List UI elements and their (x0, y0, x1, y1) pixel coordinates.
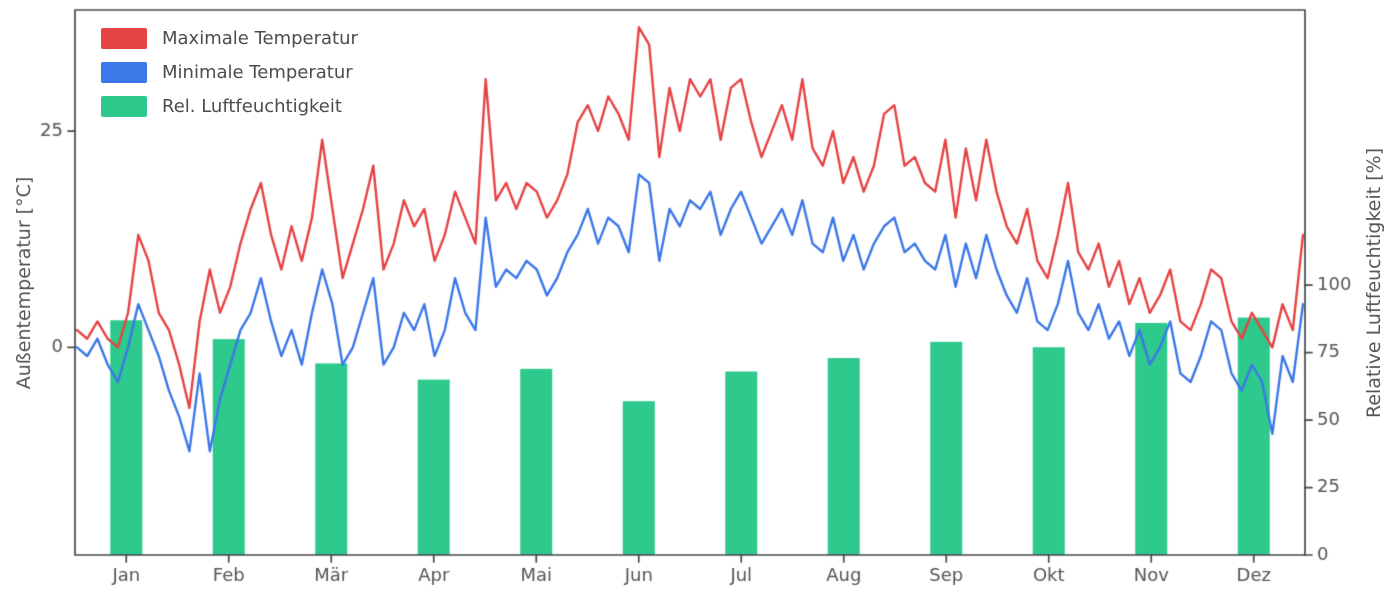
legend: Maximale Temperatur Minimale Temperatur … (95, 24, 364, 121)
humidity-swatch-icon (101, 96, 147, 117)
left-axis-title: Außentemperatur [°C] (13, 176, 35, 390)
legend-item-humidity: Rel. Luftfeuchtigkeit (101, 96, 358, 117)
min-temp-swatch-icon (101, 62, 147, 83)
max-temp-swatch-icon (101, 28, 147, 49)
legend-label-min-temp: Minimale Temperatur (162, 61, 353, 83)
right-axis-title: Relative Luftfeuchtigkeit [%] (1363, 147, 1385, 419)
legend-label-max-temp: Maximale Temperatur (162, 27, 358, 49)
legend-item-min-temp: Minimale Temperatur (101, 62, 358, 83)
legend-label-humidity: Rel. Luftfeuchtigkeit (162, 95, 342, 117)
legend-item-max-temp: Maximale Temperatur (101, 28, 358, 49)
